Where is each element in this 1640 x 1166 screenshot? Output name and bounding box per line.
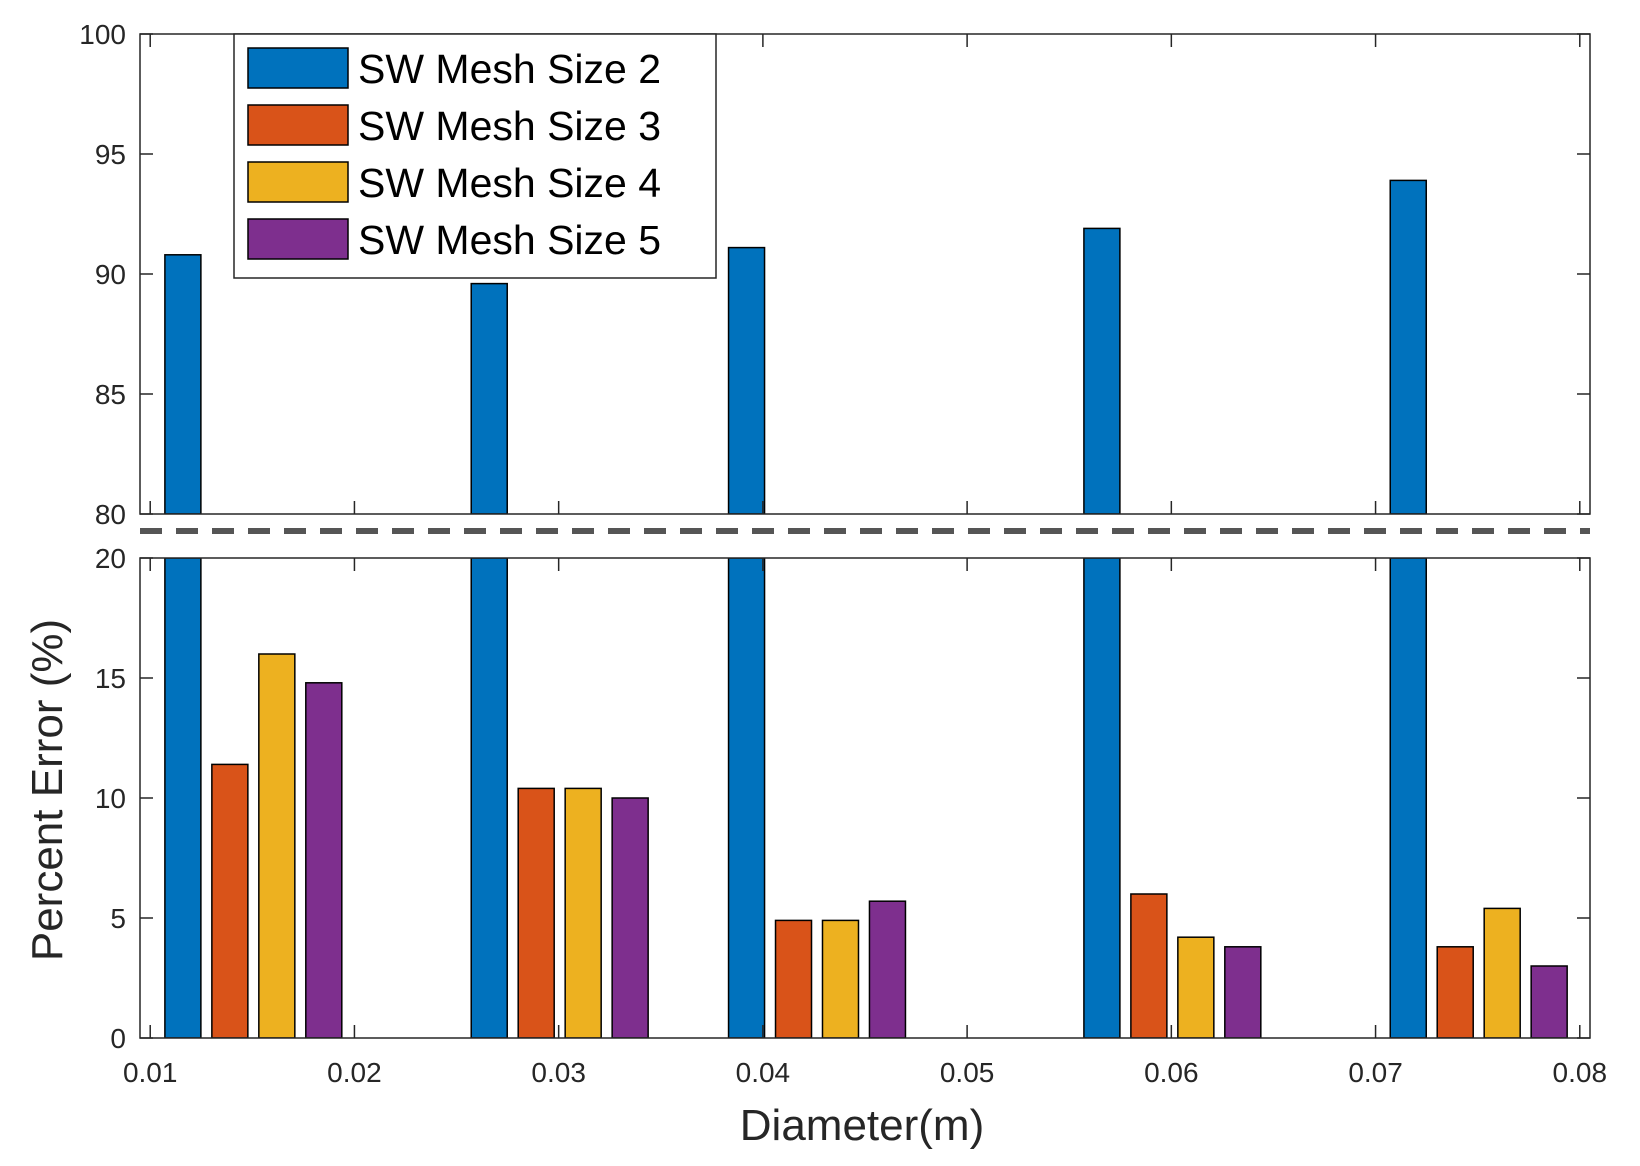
lower-y-tick-label-3: 10 bbox=[95, 783, 126, 814]
upper-y-tick-label-3: 90 bbox=[95, 259, 126, 290]
upper-y-tick-label-1: 80 bbox=[95, 499, 126, 530]
x-tick-label-1: 0.01 bbox=[123, 1057, 178, 1088]
lower-bar-series-4-1 bbox=[305, 682, 343, 1038]
lower-bar-series-4-4 bbox=[1224, 946, 1262, 1038]
lower-bars bbox=[164, 558, 1568, 1038]
legend-label-1: SW Mesh Size 2 bbox=[358, 46, 661, 92]
x-tick-label-2: 0.02 bbox=[327, 1057, 382, 1088]
lower-bar-series-3-2 bbox=[564, 787, 602, 1038]
legend-swatch-1 bbox=[247, 47, 349, 89]
lower-bar-series-2-3 bbox=[774, 919, 813, 1038]
lower-bar-series-1-2 bbox=[470, 558, 508, 1038]
lower-y-tick-label-5: 20 bbox=[95, 543, 126, 574]
lower-bar-series-2-1 bbox=[211, 763, 249, 1038]
lower-panel: 0 5 10 15 20 0.01 0.02 0.03 0.04 0.05 0.06 0.07 0.08 bbox=[95, 543, 1607, 1088]
lower-bar-series-2-2 bbox=[517, 787, 555, 1038]
legend-label-2: SW Mesh Size 3 bbox=[358, 103, 661, 149]
upper-bar-series-1-2 bbox=[470, 282, 508, 514]
legend: SW Mesh Size 2 SW Mesh Size 3 SW Mesh Size… bbox=[233, 33, 717, 279]
lower-bar-series-4-5 bbox=[1530, 965, 1568, 1038]
upper-bar-series-1-3 bbox=[727, 246, 766, 514]
upper-bar-series-1-1 bbox=[164, 254, 202, 514]
x-tick-label-6: 0.06 bbox=[1144, 1057, 1199, 1088]
lower-bar-series-1-5 bbox=[1389, 558, 1427, 1038]
upper-axes-frame bbox=[139, 33, 1591, 515]
x-tick-label-4: 0.04 bbox=[736, 1057, 791, 1088]
upper-y-tick-label-5: 100 bbox=[79, 19, 126, 50]
legend-swatch-2 bbox=[247, 104, 349, 146]
upper-y-tick-label-2: 85 bbox=[95, 379, 126, 410]
lower-bar-series-4-3 bbox=[868, 900, 907, 1038]
lower-bar-series-2-4 bbox=[1130, 893, 1168, 1038]
x-tick-label-5: 0.05 bbox=[940, 1057, 995, 1088]
y-axis-title: Percent Error (%) bbox=[23, 619, 72, 961]
lower-bar-series-2-5 bbox=[1436, 946, 1474, 1038]
lower-bar-series-3-1 bbox=[258, 653, 296, 1038]
x-tick-label-7: 0.07 bbox=[1348, 1057, 1403, 1088]
legend-label-4: SW Mesh Size 5 bbox=[358, 217, 661, 263]
lower-plot-background bbox=[140, 558, 1590, 1038]
lower-bar-series-3-5 bbox=[1483, 907, 1521, 1038]
lower-axes-frame bbox=[139, 557, 1591, 1039]
upper-bars bbox=[164, 179, 1427, 514]
legend-label-3: SW Mesh Size 4 bbox=[358, 160, 661, 206]
lower-y-tick-label-2: 5 bbox=[110, 903, 126, 934]
lower-bar-series-3-3 bbox=[821, 919, 860, 1038]
lower-y-tick-label-1: 0 bbox=[110, 1023, 126, 1054]
lower-y-tick-label-4: 15 bbox=[95, 663, 126, 694]
legend-swatch-4 bbox=[247, 218, 349, 260]
x-tick-label-8: 0.08 bbox=[1553, 1057, 1608, 1088]
x-tick-label-3: 0.03 bbox=[531, 1057, 586, 1088]
lower-bar-series-4-2 bbox=[611, 797, 649, 1038]
lower-bar-series-3-4 bbox=[1177, 936, 1215, 1038]
upper-bar-series-1-4 bbox=[1083, 227, 1121, 514]
legend-swatch-3 bbox=[247, 161, 349, 203]
lower-bar-series-1-1 bbox=[164, 558, 202, 1038]
lower-bar-series-1-3 bbox=[727, 558, 766, 1038]
lower-bar-series-1-4 bbox=[1083, 558, 1121, 1038]
upper-bar-series-1-5 bbox=[1389, 179, 1427, 514]
upper-y-tick-label-4: 95 bbox=[95, 139, 126, 170]
x-axis-title: Diameter(m) bbox=[740, 1101, 984, 1150]
